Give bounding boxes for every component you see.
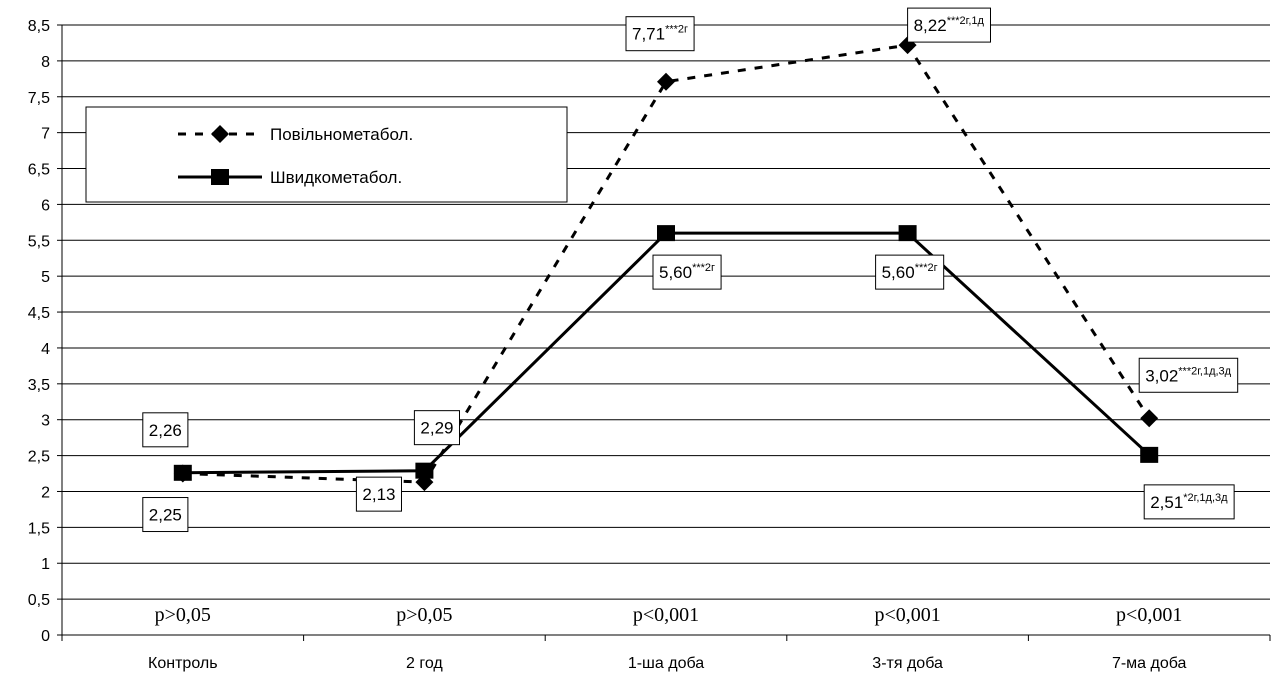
- diamond-marker: [657, 72, 675, 91]
- diamond-marker: [1140, 409, 1159, 428]
- data-label-box: [1138, 357, 1239, 393]
- y-tick-label: 7,5: [28, 90, 50, 107]
- legend-square-marker: [211, 169, 229, 185]
- y-axis-ticks: 0 0,5 1 1,5 2 2,5 3 3,5 4 4,5 5 5,5 6 6,5 7 7,5 8 8,5: [28, 18, 62, 645]
- data-label-box: [413, 410, 460, 446]
- y-tick-label: 5: [41, 269, 50, 286]
- data-label-box: [1143, 484, 1235, 520]
- square-marker: [657, 225, 675, 242]
- data-label: 3,02***2г,1д,3д: [1145, 365, 1231, 385]
- p-value-label: p<0,001: [1116, 604, 1182, 626]
- series-group: [173, 36, 1159, 492]
- data-label-significance: *2г,1д,3д: [1183, 492, 1228, 504]
- y-tick-label: 7: [41, 126, 50, 143]
- p-value-annotations: p>0,05 p>0,05 p<0,001 p<0,001 p<0,001: [155, 604, 1183, 626]
- y-tick-label: 3,5: [28, 377, 50, 394]
- data-label: 2,29: [420, 419, 453, 438]
- y-tick-label: 6: [41, 197, 50, 214]
- data-label-value: 2,51: [1150, 493, 1183, 512]
- y-tick-label: 4: [41, 341, 50, 358]
- data-label-significance: ***2г: [692, 262, 715, 274]
- y-tick-label: 4,5: [28, 305, 50, 322]
- x-category-label: 3-тя доба: [872, 655, 943, 672]
- x-category-label: 1-ша доба: [628, 655, 704, 672]
- p-value-label: p<0,001: [633, 604, 699, 626]
- data-label: 2,25: [149, 506, 182, 525]
- y-tick-label: 1,5: [28, 520, 50, 537]
- data-label-box: [625, 16, 695, 52]
- y-tick-label: 6,5: [28, 162, 50, 179]
- data-label: 7,71***2г: [632, 24, 688, 44]
- y-tick-label: 8: [41, 54, 50, 71]
- y-tick-label: 2,5: [28, 449, 50, 466]
- y-tick-label: 1: [41, 556, 50, 573]
- y-tick-label: 0: [41, 628, 50, 645]
- data-label-value: 8,22: [914, 16, 947, 35]
- y-tick-label: 2: [41, 484, 50, 501]
- data-label-significance: ***2г: [665, 24, 688, 36]
- p-value-label: p>0,05: [396, 604, 452, 626]
- square-marker: [173, 464, 192, 481]
- data-label-value: 2,25: [149, 506, 182, 525]
- axes: [61, 25, 1271, 641]
- square-marker: [1140, 446, 1159, 463]
- data-label-box: [652, 254, 722, 290]
- legend-label: Повільнометабол.: [270, 125, 413, 144]
- square-marker: [898, 225, 917, 242]
- data-label-box: [142, 497, 189, 533]
- data-label: 5,60***2г: [659, 262, 715, 282]
- data-label-value: 7,71: [632, 25, 665, 44]
- data-label-box: [875, 254, 945, 290]
- square-marker: [415, 462, 434, 479]
- data-label-box: [907, 7, 991, 43]
- y-tick-label: 3: [41, 413, 50, 430]
- data-label-box: [355, 476, 402, 512]
- data-label: 2,13: [362, 485, 395, 504]
- data-label-significance: ***2г: [915, 262, 938, 274]
- x-category-label: 2 год: [406, 655, 443, 672]
- x-category-label: 7-ма доба: [1112, 655, 1187, 672]
- p-value-label: p>0,05: [155, 604, 211, 626]
- data-label-value: 5,60: [882, 263, 915, 282]
- data-labels: 2,252,137,71***2г 8,22***2г,1д3,02***2г,1…: [142, 7, 1239, 533]
- data-label-box: [142, 412, 189, 448]
- y-tick-label: 0,5: [28, 592, 50, 609]
- data-label-value: 2,26: [149, 421, 182, 440]
- data-label-value: 3,02: [1145, 366, 1178, 385]
- y-tick-label: 5,5: [28, 233, 50, 250]
- legend: Повільнометабол. Швидкометабол.: [85, 106, 568, 203]
- data-label-value: 2,29: [420, 419, 453, 438]
- y-tick-label: 8,5: [28, 18, 50, 35]
- data-label-value: 5,60: [659, 263, 692, 282]
- data-label: 5,60***2г: [882, 262, 938, 282]
- data-label: 2,51*2г,1д,3д: [1150, 492, 1228, 512]
- x-axis-categories: Контроль 2 год 1-ша доба 3-тя доба 7-ма доба: [148, 655, 1187, 672]
- data-label-significance: ***2г,1д,3д: [1178, 365, 1231, 377]
- legend-box: [85, 106, 568, 203]
- data-label-significance: ***2г,1д: [947, 15, 985, 27]
- p-value-label: p<0,001: [874, 604, 940, 626]
- legend-label: Швидкометабол.: [270, 168, 402, 187]
- legend-diamond-marker: [211, 125, 229, 143]
- data-label: 2,26: [149, 421, 182, 440]
- data-label: 8,22***2г,1д: [914, 15, 985, 35]
- data-label-value: 2,13: [362, 485, 395, 504]
- x-category-label: Контроль: [148, 655, 218, 672]
